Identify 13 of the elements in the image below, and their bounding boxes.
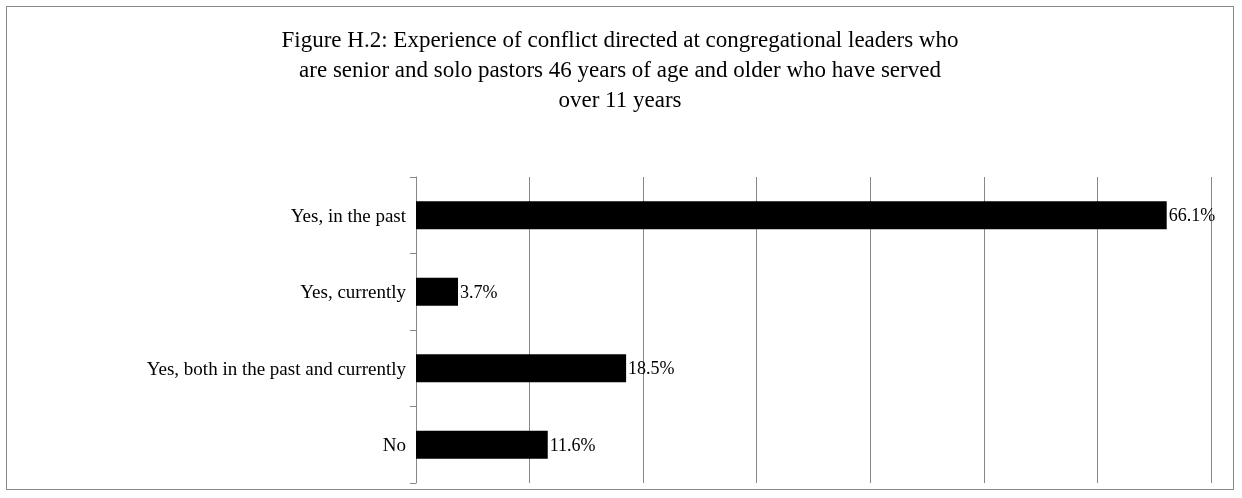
bar [416,354,627,383]
bar [416,201,1167,230]
y-tick-label: No [382,434,406,456]
y-tick-label: Yes, both in the past and currently [146,357,407,379]
data-label: 18.5% [628,358,675,379]
bar [416,277,459,306]
data-label: 3.7% [460,281,498,302]
data-label: 11.6% [549,434,596,455]
bar [416,430,548,459]
chart-title: Figure H.2: Experience of conflict directed at congregational leaders who are senior and solo pastors 46 years of age and older who have served over 11 years [281,26,959,112]
data-label: 66.1% [1168,205,1216,226]
y-tick-label: Yes, currently [300,281,407,303]
y-tick-label: Yes, in the past [290,204,407,226]
